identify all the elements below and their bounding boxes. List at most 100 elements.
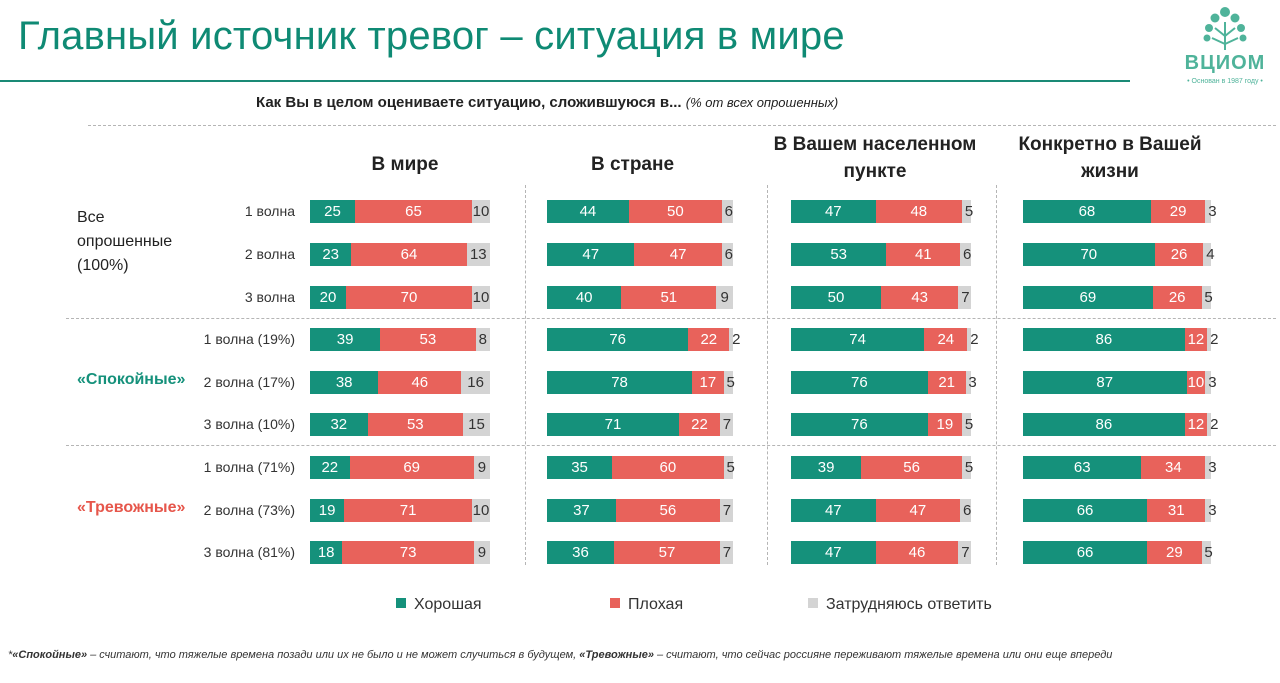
data-label: 69 bbox=[403, 459, 421, 476]
data-label: 18 bbox=[317, 544, 335, 561]
data-label: 70 bbox=[1080, 246, 1098, 263]
data-label: 6 bbox=[724, 246, 733, 263]
data-label: 47 bbox=[824, 544, 842, 561]
bar-segment-hard bbox=[1205, 200, 1211, 223]
bar-segment-hard bbox=[472, 286, 490, 309]
bar-segment-hard bbox=[962, 200, 971, 223]
data-label: 10 bbox=[472, 289, 490, 306]
bar-segment-bad bbox=[861, 456, 962, 479]
group-label-calm: «Спокойные» bbox=[77, 371, 186, 388]
bar-segment-bad bbox=[1186, 371, 1206, 394]
stacked-bar: 70 26 4 bbox=[1023, 243, 1215, 266]
footnote-term-anxious: «Тревожные» bbox=[579, 649, 654, 661]
bar-segment-good bbox=[1023, 286, 1153, 309]
bar-segment-bad bbox=[612, 456, 724, 479]
data-label: 2 bbox=[1210, 331, 1219, 348]
panel-divider bbox=[767, 185, 768, 565]
bar-segment-good bbox=[1023, 200, 1151, 223]
tree-logo-icon bbox=[1203, 7, 1247, 50]
bar-segment-good bbox=[547, 541, 614, 564]
bar-segment-hard bbox=[1205, 371, 1211, 394]
data-label: 46 bbox=[411, 374, 429, 391]
data-label: 15 bbox=[468, 416, 485, 433]
data-label: 53 bbox=[830, 246, 848, 263]
panel-title: В мире bbox=[371, 154, 439, 175]
bar-segment-hard bbox=[967, 328, 971, 351]
panel-title: В стране bbox=[590, 154, 675, 175]
bar-segment-hard bbox=[719, 413, 733, 436]
data-label: 50 bbox=[827, 289, 845, 306]
bar-segment-bad bbox=[875, 541, 959, 564]
bar-segment-hard bbox=[475, 328, 490, 351]
row-label: 3 волна (81%) bbox=[203, 544, 295, 560]
data-label: 9 bbox=[477, 544, 487, 561]
stacked-bar: 47 47 6 bbox=[791, 499, 971, 522]
bar-segment-hard bbox=[463, 413, 490, 436]
stacked-bar: 76 19 5 bbox=[791, 413, 973, 436]
bar-segment-hard bbox=[721, 200, 733, 223]
stacked-bar: 66 29 5 bbox=[1023, 541, 1213, 564]
legend-swatch-good bbox=[396, 598, 406, 608]
data-label: 26 bbox=[1170, 246, 1188, 263]
data-label: 9 bbox=[720, 289, 729, 306]
bar-segment-bad bbox=[367, 413, 463, 436]
data-label: 76 bbox=[851, 416, 868, 433]
bar-segment-hard bbox=[1207, 328, 1211, 351]
data-label: 71 bbox=[604, 416, 622, 433]
bar-segment-bad bbox=[634, 243, 722, 266]
bar-segment-good bbox=[791, 286, 881, 309]
bar-segment-hard bbox=[962, 413, 971, 436]
data-label: 32 bbox=[330, 416, 348, 433]
data-label: 22 bbox=[700, 331, 718, 348]
bar-segment-bad bbox=[344, 499, 472, 522]
stacked-bar: 36 57 7 bbox=[547, 541, 733, 564]
bar-segment-bad bbox=[615, 499, 720, 522]
data-label: 5 bbox=[1204, 289, 1213, 306]
data-label: 48 bbox=[910, 203, 928, 220]
stacked-bar: 18 73 9 bbox=[310, 541, 490, 564]
data-label: 16 bbox=[467, 374, 484, 391]
data-label: 47 bbox=[909, 502, 927, 519]
stacked-bar: 25 65 10 bbox=[310, 200, 490, 223]
data-label: 5 bbox=[964, 459, 974, 476]
row-label: 2 волна (17%) bbox=[203, 374, 295, 390]
question-note: (% от всех опрошенных) bbox=[685, 95, 839, 110]
stacked-bar: 76 22 2 bbox=[547, 328, 740, 351]
stacked-bar: 68 29 3 bbox=[1023, 200, 1217, 223]
footnote-text: – считают, что тяжелые времена позади ил… bbox=[87, 649, 580, 661]
data-label: 23 bbox=[322, 246, 340, 263]
data-label: 86 bbox=[1095, 331, 1113, 348]
data-label: 4 bbox=[1206, 246, 1215, 263]
data-label: 7 bbox=[722, 544, 732, 561]
bar-segment-good bbox=[547, 371, 693, 394]
bar-segment-bad bbox=[881, 286, 959, 309]
data-label: 7 bbox=[961, 289, 970, 306]
logo-text: ВЦИОМ bbox=[1184, 52, 1266, 74]
legend-label: Хорошая bbox=[414, 596, 482, 613]
data-label: 41 bbox=[914, 246, 932, 263]
data-label: 7 bbox=[722, 416, 732, 433]
data-label: 2 bbox=[1210, 416, 1219, 433]
data-label: 47 bbox=[582, 246, 600, 263]
bar-segment-hard bbox=[960, 243, 971, 266]
data-label: 19 bbox=[936, 416, 954, 433]
bar-segment-hard bbox=[723, 371, 733, 394]
data-label: 22 bbox=[321, 459, 339, 476]
bar-segment-bad bbox=[346, 286, 472, 309]
bar-segment-good bbox=[310, 456, 350, 479]
data-label: 3 bbox=[1208, 203, 1217, 220]
data-label: 71 bbox=[399, 502, 417, 519]
data-label: 63 bbox=[1073, 459, 1091, 476]
bar-segment-bad bbox=[924, 328, 968, 351]
data-label: 22 bbox=[691, 416, 708, 433]
bar-segment-hard bbox=[962, 456, 971, 479]
bar-segment-good bbox=[310, 286, 346, 309]
data-label: 39 bbox=[817, 459, 835, 476]
bar-segment-hard bbox=[1207, 413, 1211, 436]
stacked-bar: 76 21 3 bbox=[791, 371, 977, 394]
data-label: 69 bbox=[1079, 289, 1097, 306]
bar-segment-bad bbox=[1184, 328, 1208, 351]
stacked-bar: 66 31 3 bbox=[1023, 499, 1217, 522]
data-label: 47 bbox=[824, 203, 842, 220]
bar-segment-good bbox=[791, 541, 876, 564]
